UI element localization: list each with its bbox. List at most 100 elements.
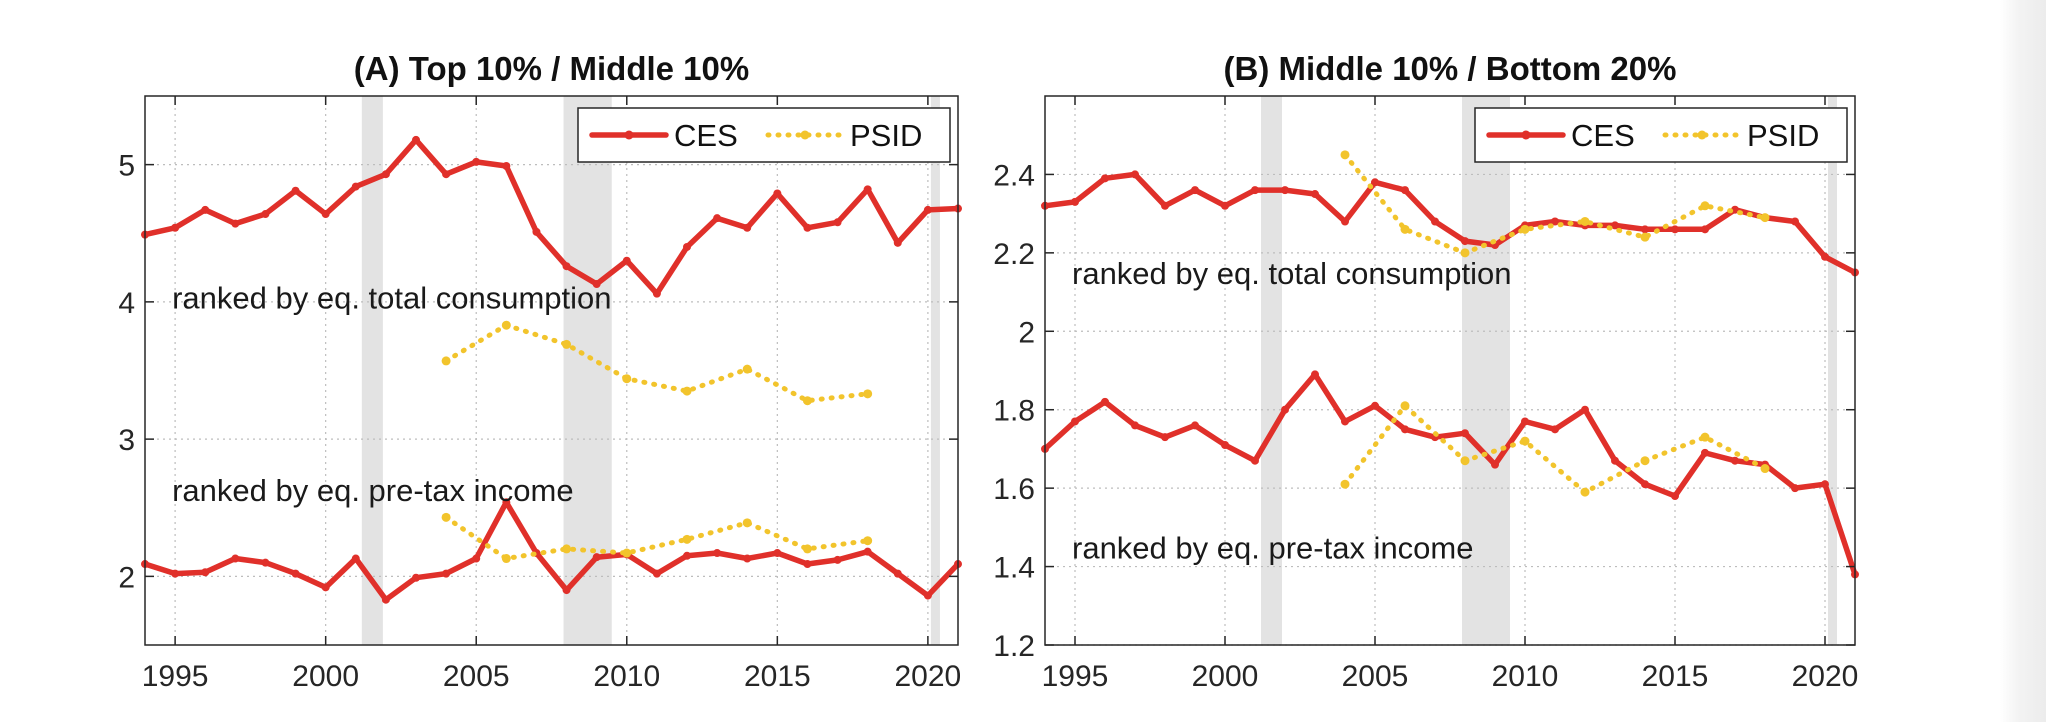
psid-point bbox=[802, 544, 812, 554]
y-tick-label: 2.2 bbox=[993, 238, 1035, 271]
ces-point bbox=[833, 555, 842, 564]
recession-band bbox=[1462, 96, 1510, 645]
annotation-label: ranked by eq. pre-tax income bbox=[1072, 531, 1474, 566]
ces-point bbox=[532, 227, 541, 236]
ces-point bbox=[1611, 221, 1619, 230]
recession-band bbox=[1828, 96, 1837, 645]
recession-band bbox=[361, 96, 383, 645]
ces-point bbox=[1641, 480, 1649, 489]
ces-point bbox=[201, 205, 210, 214]
ces-point bbox=[1161, 433, 1169, 442]
psid-point bbox=[1580, 216, 1590, 226]
ces-point bbox=[743, 554, 752, 563]
ces-point bbox=[502, 161, 511, 170]
ces-point bbox=[1431, 217, 1439, 226]
ces-point bbox=[321, 583, 330, 592]
ces-point bbox=[803, 223, 812, 232]
ces-point bbox=[622, 256, 631, 265]
ces-point bbox=[1671, 225, 1679, 234]
x-tick-label: 2010 bbox=[1492, 660, 1559, 693]
psid-point bbox=[1580, 487, 1590, 497]
ces-point bbox=[1071, 417, 1079, 426]
ces-point bbox=[923, 591, 932, 600]
ces-point bbox=[1791, 484, 1799, 493]
ces-point bbox=[231, 554, 240, 563]
ces-line-total-consumption bbox=[142, 137, 961, 297]
ces-line-total-consumption bbox=[1042, 171, 1858, 276]
legend: CES PSID bbox=[1474, 107, 1848, 163]
y-tick-label: 2 bbox=[118, 561, 135, 594]
ces-point bbox=[1371, 401, 1379, 410]
psid-point bbox=[441, 512, 451, 522]
ces-point bbox=[1191, 186, 1199, 195]
ces-point bbox=[291, 569, 300, 578]
legend-ces-label: CES bbox=[1571, 118, 1635, 153]
psid-point bbox=[441, 356, 451, 366]
ces-point bbox=[1551, 217, 1559, 226]
ces-point bbox=[1461, 237, 1469, 246]
ces-point bbox=[1371, 178, 1379, 187]
psid-point bbox=[1340, 479, 1350, 489]
y-tick-label: 5 bbox=[118, 150, 135, 183]
y-tick-label: 2 bbox=[1018, 316, 1035, 349]
ces-point bbox=[562, 586, 571, 595]
x-tick-label: 2020 bbox=[895, 660, 962, 693]
axes-box bbox=[1044, 95, 1856, 646]
ces-point bbox=[412, 135, 420, 144]
ces-point bbox=[1221, 201, 1229, 210]
legend: CES PSID bbox=[577, 107, 951, 163]
ces-point bbox=[1821, 480, 1829, 489]
ces-line-pre-tax-income bbox=[1042, 371, 1858, 578]
psid-point bbox=[562, 544, 572, 554]
ces-point bbox=[833, 218, 842, 227]
ces-point bbox=[1401, 425, 1409, 434]
ces-point bbox=[472, 157, 481, 166]
ces-point bbox=[1341, 217, 1349, 226]
ces-point bbox=[1311, 370, 1319, 379]
legend-psid-label: PSID bbox=[1747, 118, 1819, 153]
ces-point bbox=[1311, 190, 1319, 199]
recession-band bbox=[1261, 96, 1282, 645]
psid-point bbox=[501, 554, 511, 564]
legend-ces-marker bbox=[624, 130, 634, 140]
ces-point bbox=[1611, 456, 1619, 465]
y-tick-label: 1.8 bbox=[993, 395, 1035, 428]
ces-point bbox=[652, 289, 661, 298]
ces-point bbox=[1731, 456, 1739, 465]
psid-point bbox=[562, 339, 572, 349]
psid-point bbox=[863, 536, 873, 546]
ces-point bbox=[773, 189, 782, 198]
ces-point bbox=[261, 558, 270, 567]
psid-point bbox=[682, 534, 692, 544]
annotation-label: ranked by eq. total consumption bbox=[172, 281, 611, 316]
ces-point bbox=[351, 182, 360, 191]
chart-panel-b: ranked by eq. total consumption ranked by… bbox=[993, 50, 1859, 693]
recession-band bbox=[930, 96, 940, 645]
ces-point bbox=[1521, 417, 1529, 426]
ces-point bbox=[1791, 217, 1799, 226]
ces-point bbox=[743, 223, 752, 232]
psid-point bbox=[1520, 436, 1530, 446]
chart-panel-a: ranked by eq. total consumption ranked by… bbox=[118, 50, 962, 693]
psid-point bbox=[622, 548, 632, 558]
ces-point bbox=[1071, 197, 1079, 206]
ces-point bbox=[321, 210, 330, 219]
legend-ces-marker bbox=[1521, 130, 1531, 140]
ces-point bbox=[1551, 425, 1559, 434]
psid-point bbox=[802, 396, 812, 406]
x-tick-label: 2005 bbox=[1342, 660, 1409, 693]
x-tick-label: 2010 bbox=[593, 660, 660, 693]
ces-point bbox=[562, 262, 571, 271]
ces-point bbox=[1101, 397, 1109, 406]
ces-point bbox=[1281, 186, 1289, 195]
y-tick-label: 2.4 bbox=[993, 159, 1035, 192]
y-tick-label: 4 bbox=[118, 287, 135, 320]
psid-point bbox=[863, 389, 873, 399]
psid-point bbox=[1760, 464, 1770, 474]
legend-psid-marker bbox=[800, 130, 810, 140]
x-tick-label: 2020 bbox=[1792, 660, 1859, 693]
psid-point bbox=[501, 320, 511, 330]
legend-psid-marker bbox=[1697, 130, 1707, 140]
x-tick-label: 1995 bbox=[1042, 660, 1109, 693]
right-edge-shading bbox=[2000, 0, 2046, 722]
